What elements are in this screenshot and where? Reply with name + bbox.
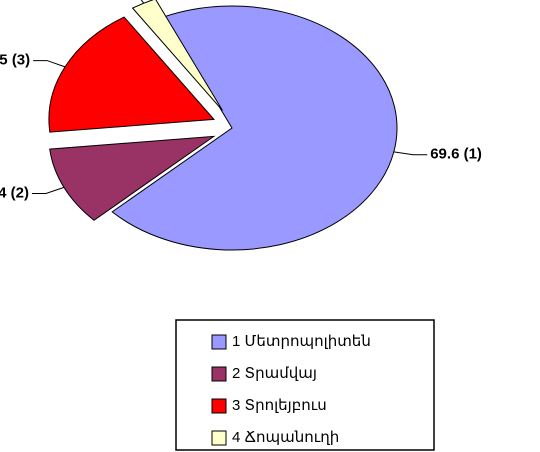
legend-swatch bbox=[211, 430, 227, 446]
legend-swatch bbox=[211, 398, 227, 414]
data-label: 69.6 (1) bbox=[430, 146, 482, 163]
leader-line bbox=[31, 186, 65, 195]
legend-label: 1 Մետրոպոլիտեն bbox=[232, 333, 371, 350]
pie-slice bbox=[49, 135, 216, 221]
data-label: 10.4 (2) bbox=[0, 184, 29, 201]
legend-label: 3 Տրոլեյբուս bbox=[232, 397, 327, 414]
legend-swatch bbox=[211, 334, 227, 350]
pie-slice bbox=[48, 16, 215, 133]
legend-swatch bbox=[211, 366, 227, 382]
pie-slice bbox=[111, 5, 398, 251]
leader-line bbox=[33, 60, 66, 68]
legend-label: 2 Տրամվայ bbox=[232, 365, 317, 382]
data-label: 17.5 (3) bbox=[0, 52, 30, 69]
leader-line bbox=[140, 0, 145, 4]
legend-label: 4 Ճոպանուղի bbox=[232, 429, 339, 446]
leader-line bbox=[393, 151, 428, 156]
